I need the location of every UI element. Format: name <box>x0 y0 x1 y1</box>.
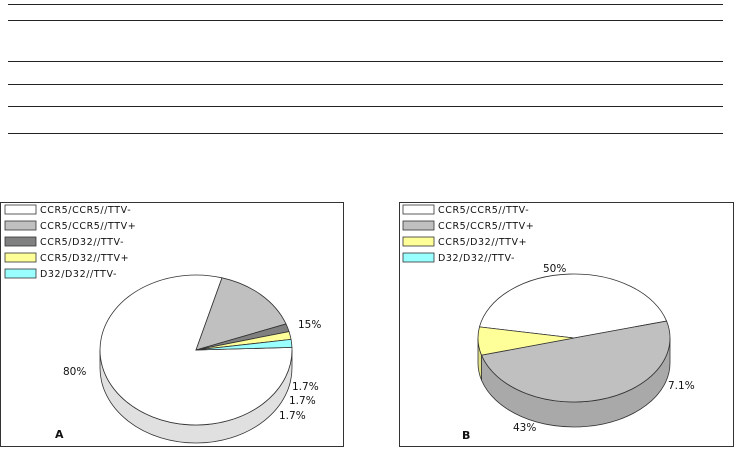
table-rule-2 <box>8 20 723 21</box>
pie-b-label-50: 50% <box>543 263 566 275</box>
pie-a-label-1-7-a: 1.7% <box>292 381 319 393</box>
legend-b-swatch-0 <box>402 204 435 215</box>
pie-b-slice-1 <box>480 320 671 403</box>
legend-b-label-1: CCR5/CCR5//TTV+ <box>438 221 534 232</box>
legend-b-label-2: CCR5/D32//TTV+ <box>438 237 527 248</box>
table-rule-1 <box>8 4 723 5</box>
legend-b-swatch-3 <box>402 252 435 263</box>
legend-b-label-3: D32/D32//TTV- <box>438 253 515 264</box>
legend-a-label-2: CCR5/D32//TTV- <box>40 237 124 248</box>
table-rule-6 <box>8 133 723 134</box>
legend-a-swatch-0 <box>4 204 37 215</box>
legend-a-swatch-1 <box>4 220 37 231</box>
panel-a-letter: A <box>55 428 64 441</box>
pie-a-label-15: 15% <box>298 319 321 331</box>
pie-a-label-80: 80% <box>63 366 86 378</box>
pie-b-slice-2 <box>477 326 575 356</box>
legend-a-label-0: CCR5/CCR5//TTV- <box>40 205 131 216</box>
pie-a <box>99 274 293 444</box>
legend-b-swatch-2 <box>402 236 435 247</box>
legend-a-label-4: D32/D32//TTV- <box>40 269 117 280</box>
pie-b-slice-0 <box>478 273 668 339</box>
pie-b-label-43: 43% <box>513 422 536 434</box>
legend-a-label-3: CCR5/D32//TTV+ <box>40 253 129 264</box>
pie-a-label-1-7-b: 1.7% <box>289 395 316 407</box>
legend-b: CCR5/CCR5//TTV- CCR5/CCR5//TTV+ CCR5/D32… <box>402 204 534 264</box>
pie-a-label-1-7-c: 1.7% <box>279 410 306 422</box>
pie-a-slice-4 <box>195 338 293 351</box>
pie-a-slice-1 <box>195 277 287 351</box>
legend-a-swatch-3 <box>4 252 37 263</box>
legend-b-label-0: CCR5/CCR5//TTV- <box>438 205 529 216</box>
legend-b-swatch-1 <box>402 220 435 231</box>
panel-b-letter: B <box>462 429 470 442</box>
pie-figure-svg: CCR5/CCR5//TTV- CCR5/CCR5//TTV+ CCR5/D32… <box>0 202 734 447</box>
table-rule-3 <box>8 61 723 62</box>
table-rule-5 <box>8 106 723 107</box>
legend-a-swatch-2 <box>4 236 37 247</box>
pie-b <box>477 273 671 428</box>
legend-a-swatch-4 <box>4 268 37 279</box>
legend-a: CCR5/CCR5//TTV- CCR5/CCR5//TTV+ CCR5/D32… <box>4 204 136 280</box>
pie-b-label-7-1: 7.1% <box>668 380 695 392</box>
pie-figure: CCR5/CCR5//TTV- CCR5/CCR5//TTV+ CCR5/D32… <box>0 197 735 447</box>
legend-a-label-1: CCR5/CCR5//TTV+ <box>40 221 136 232</box>
table-rule-4 <box>8 84 723 85</box>
